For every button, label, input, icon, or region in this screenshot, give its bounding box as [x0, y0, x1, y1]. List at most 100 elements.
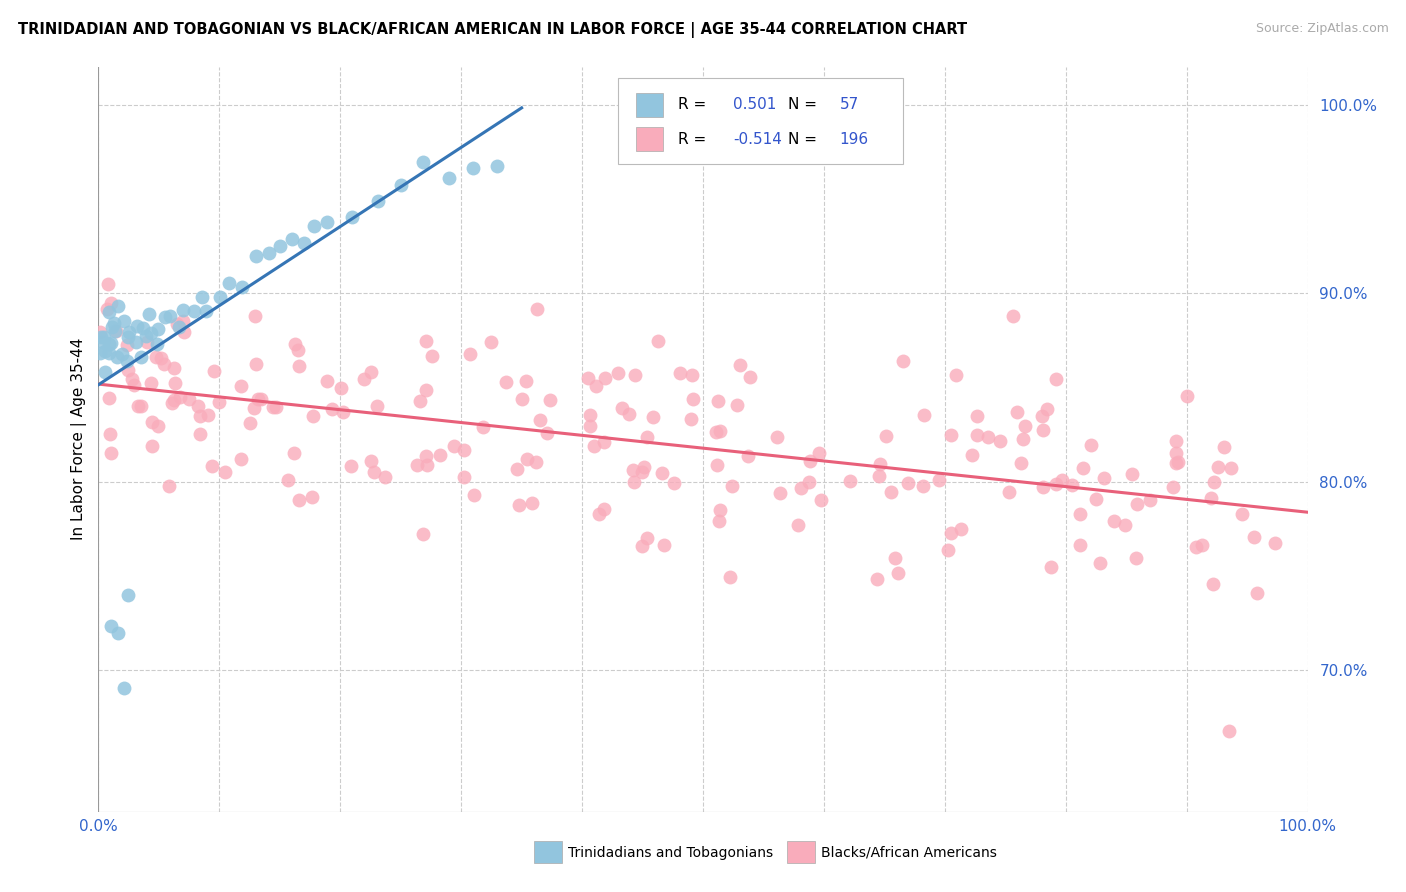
Point: [330, 380, 353, 394]
Point: [264, 400, 287, 414]
Point: [709, 425, 731, 439]
Point: [246, 392, 269, 407]
Point: [138, 307, 160, 321]
Point: [718, 570, 741, 584]
Point: [141, 326, 163, 340]
Point: [167, 320, 190, 334]
Text: Source: ZipAtlas.com: Source: ZipAtlas.com: [1256, 22, 1389, 36]
Point: [582, 439, 605, 453]
Text: 57: 57: [839, 97, 859, 112]
Point: [415, 334, 437, 348]
Point: [866, 572, 889, 586]
Point: [1204, 475, 1226, 490]
Point: [163, 360, 186, 375]
Point: [316, 214, 339, 228]
Point: [283, 337, 305, 351]
Point: [374, 470, 396, 484]
Point: [936, 543, 959, 558]
Point: [707, 394, 730, 409]
Point: [360, 365, 382, 379]
Point: [367, 194, 389, 208]
Point: [1045, 477, 1067, 491]
Point: [652, 538, 675, 552]
Point: [214, 465, 236, 479]
Point: [681, 368, 703, 382]
Point: [172, 303, 194, 318]
Point: [1202, 577, 1225, 591]
Text: N =: N =: [787, 97, 817, 112]
Point: [304, 219, 326, 234]
Point: [145, 350, 167, 364]
Point: [153, 310, 176, 324]
Point: [453, 470, 475, 484]
Point: [160, 396, 183, 410]
Point: [891, 353, 914, 368]
Point: [363, 465, 385, 479]
Point: [287, 343, 309, 357]
Point: [1005, 405, 1028, 419]
Point: [262, 400, 284, 414]
Point: [453, 443, 475, 458]
Point: [707, 514, 730, 528]
Point: [125, 319, 148, 334]
Point: [1084, 492, 1107, 507]
Point: [141, 376, 163, 391]
Point: [998, 485, 1021, 500]
Point: [1071, 461, 1094, 475]
Point: [429, 448, 451, 462]
Point: [1199, 491, 1222, 506]
Point: [321, 401, 343, 416]
Point: [100, 446, 122, 460]
Point: [950, 522, 973, 536]
Point: [420, 350, 443, 364]
Point: [98, 305, 121, 319]
Point: [529, 412, 551, 426]
Point: [89, 326, 111, 340]
Point: [706, 458, 728, 473]
Point: [141, 415, 163, 429]
Point: [415, 383, 437, 397]
Point: [988, 434, 1011, 448]
Point: [728, 359, 751, 373]
Point: [1264, 536, 1286, 550]
Point: [245, 310, 267, 324]
Point: [146, 322, 169, 336]
Point: [97, 346, 120, 360]
Text: Blacks/African Americans: Blacks/African Americans: [821, 846, 997, 860]
Point: [526, 302, 548, 317]
Point: [416, 458, 439, 473]
Point: [1088, 556, 1111, 570]
Text: R =: R =: [678, 132, 706, 146]
Point: [340, 211, 363, 225]
Point: [1161, 480, 1184, 494]
Point: [682, 392, 704, 407]
Point: [1114, 517, 1136, 532]
Point: [281, 232, 304, 246]
Point: [405, 458, 427, 473]
Point: [1036, 402, 1059, 417]
Point: [1219, 461, 1241, 475]
FancyBboxPatch shape: [637, 93, 664, 117]
Point: [127, 400, 149, 414]
Point: [163, 376, 186, 390]
Point: [107, 626, 129, 640]
Point: [636, 429, 658, 443]
Point: [461, 161, 484, 175]
Point: [651, 466, 673, 480]
Point: [799, 454, 821, 468]
Point: [624, 368, 647, 383]
Point: [606, 366, 628, 380]
Point: [1206, 459, 1229, 474]
Point: [412, 526, 434, 541]
FancyBboxPatch shape: [619, 78, 903, 164]
Point: [538, 393, 561, 408]
Point: [1218, 723, 1240, 738]
Point: [839, 474, 862, 488]
Point: [231, 280, 253, 294]
Point: [98, 392, 121, 406]
Y-axis label: In Labor Force | Age 35-44: In Labor Force | Age 35-44: [72, 338, 87, 541]
Point: [928, 473, 950, 487]
Point: [439, 171, 461, 186]
Point: [1032, 423, 1054, 437]
Point: [912, 479, 935, 493]
